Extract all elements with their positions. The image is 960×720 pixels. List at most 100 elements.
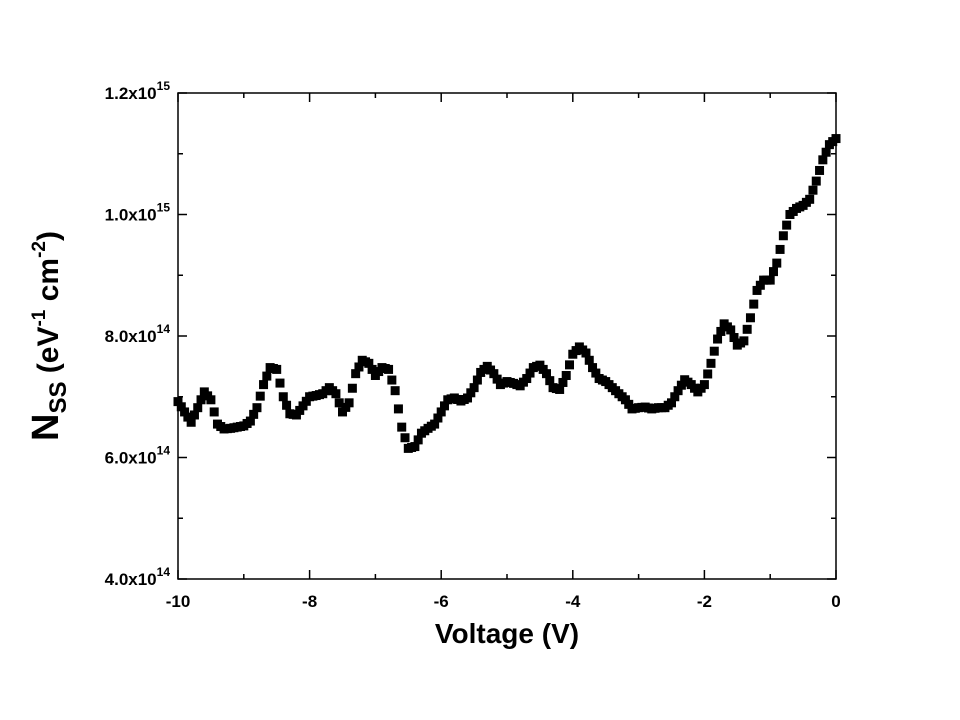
y-axis-title: NSS (eV-1 cm-2) xyxy=(25,231,72,441)
y-tick-label: 4.0x1014 xyxy=(105,565,171,589)
x-tick-label: 0 xyxy=(831,592,840,611)
data-point xyxy=(272,364,282,374)
data-point xyxy=(439,401,449,411)
data-point xyxy=(436,407,446,417)
y-tick-label: 8.0x1014 xyxy=(105,322,171,346)
data-point xyxy=(189,410,199,420)
data-point xyxy=(726,325,736,335)
data-point xyxy=(584,355,594,365)
data-point xyxy=(249,409,259,419)
y-tick-label: 1.2x1015 xyxy=(105,79,171,103)
data-point xyxy=(196,395,206,405)
data-point xyxy=(472,375,482,385)
data-point xyxy=(713,334,723,344)
data-point xyxy=(522,374,532,384)
data-point xyxy=(565,360,575,370)
y-axis-title-unit-mid: cm xyxy=(32,258,65,310)
data-point xyxy=(173,397,183,407)
y-tick-label: 6.0x1014 xyxy=(105,444,171,468)
data-point xyxy=(818,155,828,165)
data-point xyxy=(367,364,377,374)
data-point xyxy=(811,176,821,186)
data-point xyxy=(831,134,841,144)
data-point xyxy=(768,267,778,277)
data-point xyxy=(278,392,288,402)
data-point xyxy=(275,378,285,388)
data-point xyxy=(252,403,262,413)
data-point xyxy=(673,386,683,396)
data-point xyxy=(782,220,792,230)
data-point xyxy=(410,442,420,452)
data-point xyxy=(469,383,479,393)
data-point xyxy=(262,371,272,381)
x-tick-label: -4 xyxy=(565,592,581,611)
data-point xyxy=(805,194,815,204)
y-axis-title-exp2: -2 xyxy=(29,241,50,258)
data-point xyxy=(255,391,265,401)
data-point xyxy=(703,369,713,379)
data-point xyxy=(555,384,565,394)
data-point xyxy=(739,336,749,346)
data-point xyxy=(772,258,782,268)
data-point xyxy=(620,395,630,405)
y-axis-title-unit-end: ) xyxy=(32,231,65,241)
data-point xyxy=(433,413,443,423)
data-point xyxy=(354,362,364,372)
data-point xyxy=(558,377,568,387)
data-point xyxy=(624,399,634,409)
data-point xyxy=(364,358,374,368)
x-tick-label: -6 xyxy=(434,592,449,611)
data-point xyxy=(591,368,601,378)
data-point xyxy=(331,389,341,399)
data-point xyxy=(338,407,347,417)
x-tick-label: -8 xyxy=(302,592,317,611)
x-axis-title: Voltage (V) xyxy=(435,618,579,649)
data-point xyxy=(384,364,394,374)
data-point xyxy=(209,407,219,417)
data-point xyxy=(742,324,752,334)
data-point xyxy=(667,398,676,408)
data-point xyxy=(775,244,785,254)
data-point xyxy=(821,147,831,157)
data-point xyxy=(397,422,407,432)
data-point xyxy=(298,401,308,411)
x-tick-label: -10 xyxy=(166,592,191,611)
data-point xyxy=(808,185,818,195)
x-tick-label: -2 xyxy=(697,592,712,611)
y-axis-title-exp1: -1 xyxy=(29,309,50,326)
data-point xyxy=(301,396,311,406)
data-point xyxy=(291,410,301,420)
data-point xyxy=(676,380,686,390)
data-point xyxy=(709,346,719,356)
data-point xyxy=(815,165,825,175)
data-point xyxy=(347,383,357,393)
y-tick-label: 1.0x1015 xyxy=(105,201,171,225)
data-point xyxy=(545,376,555,386)
data-point xyxy=(344,398,354,408)
data-point xyxy=(706,358,716,368)
data-point xyxy=(180,407,190,417)
data-point xyxy=(525,368,535,378)
data-point xyxy=(413,435,423,445)
data-point xyxy=(699,380,709,390)
data-point xyxy=(387,375,397,385)
data-point xyxy=(581,348,591,358)
data-point xyxy=(390,386,400,396)
data-point xyxy=(393,404,403,414)
data-point xyxy=(561,370,571,380)
data-point xyxy=(492,374,502,384)
data-point xyxy=(334,398,344,408)
data-point xyxy=(541,369,551,379)
data-point xyxy=(729,333,739,343)
data-point xyxy=(282,400,292,410)
data-point xyxy=(489,369,499,379)
data-points xyxy=(173,134,841,453)
data-point xyxy=(752,285,762,295)
data-point xyxy=(749,299,759,309)
data-point xyxy=(430,419,440,429)
data-point xyxy=(755,280,765,290)
axis-ticks: -10 -8 -6 -4 -2 0 4.0x1014 6.0x1014 8.0x1014 1.0x… xyxy=(105,79,841,611)
data-point xyxy=(176,402,186,412)
y-axis-title-sub: SS xyxy=(45,382,72,414)
